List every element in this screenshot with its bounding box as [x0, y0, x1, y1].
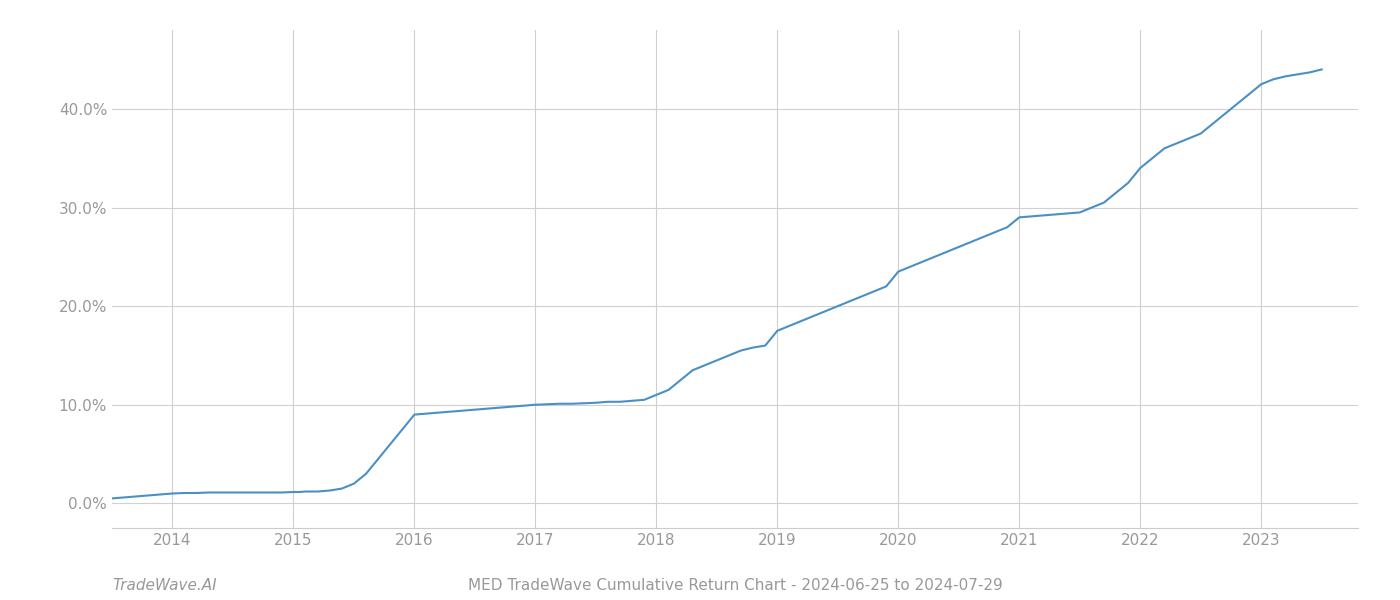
Text: TradeWave.AI: TradeWave.AI [112, 578, 217, 593]
Text: MED TradeWave Cumulative Return Chart - 2024-06-25 to 2024-07-29: MED TradeWave Cumulative Return Chart - … [468, 578, 1002, 593]
